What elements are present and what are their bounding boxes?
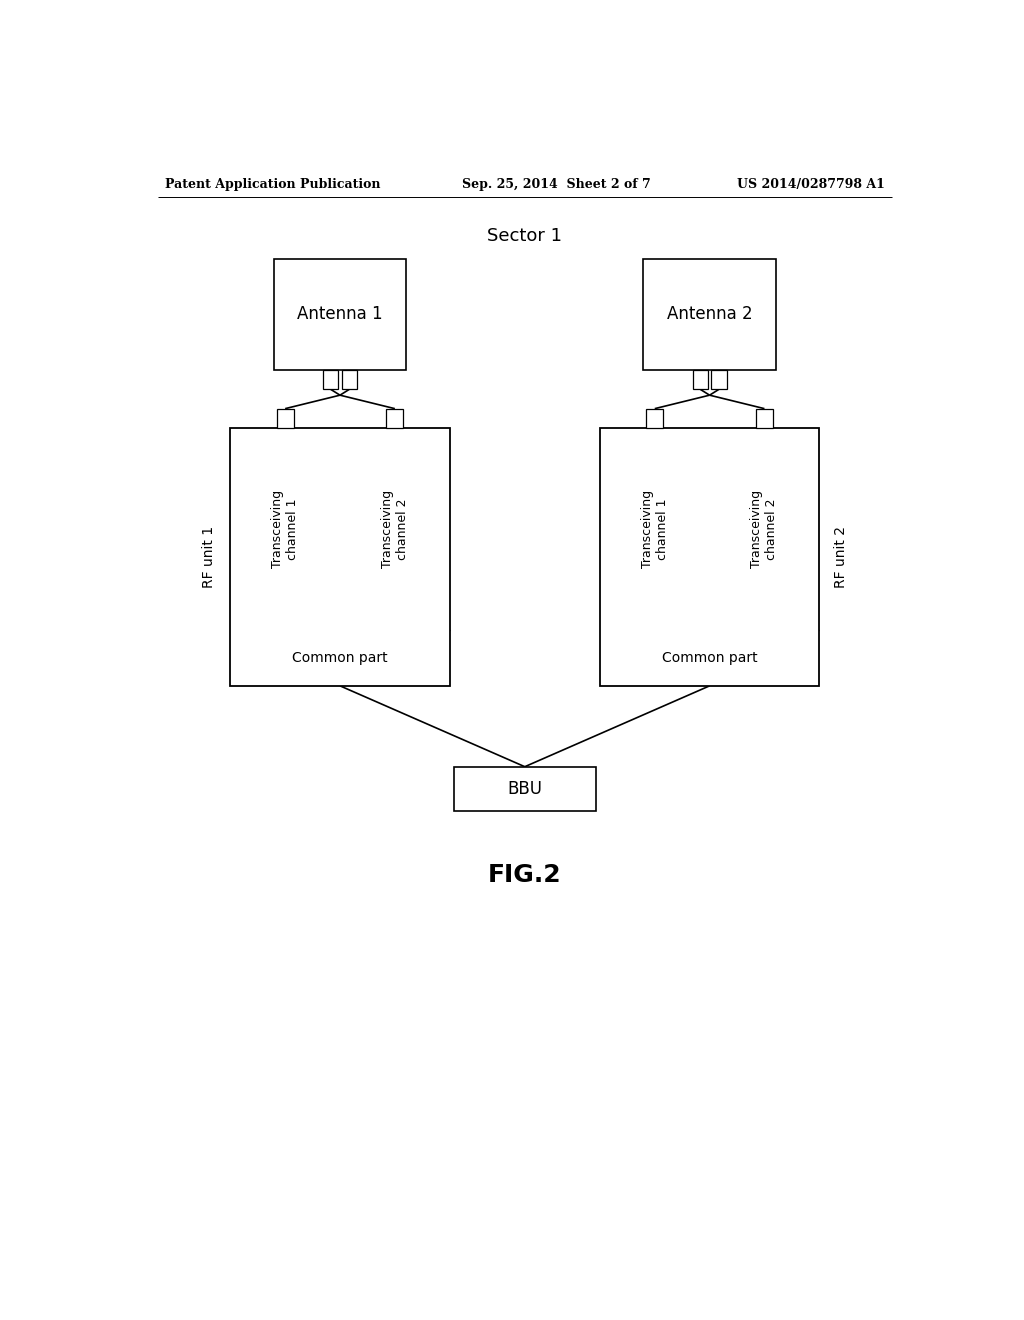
Text: Sector 1: Sector 1 (487, 227, 562, 244)
Text: Transceiving
channel 1: Transceiving channel 1 (641, 490, 669, 568)
Text: Transceiving
channel 2: Transceiving channel 2 (381, 490, 409, 568)
Text: Common part: Common part (662, 651, 758, 665)
Bar (273, 259, 407, 370)
Bar (600, 428, 819, 686)
Bar (386, 409, 403, 428)
Text: Antenna 2: Antenna 2 (667, 305, 753, 323)
Text: FIG.2: FIG.2 (488, 862, 561, 887)
Bar (646, 409, 664, 428)
Text: BBU: BBU (507, 780, 543, 799)
Bar (323, 370, 339, 389)
Text: Sep. 25, 2014  Sheet 2 of 7: Sep. 25, 2014 Sheet 2 of 7 (462, 178, 650, 190)
Bar (711, 370, 727, 389)
Text: RF unit 2: RF unit 2 (834, 525, 848, 587)
Bar (342, 370, 357, 389)
Text: US 2014/0287798 A1: US 2014/0287798 A1 (737, 178, 885, 190)
Text: Patent Application Publication: Patent Application Publication (165, 178, 381, 190)
Text: Antenna 1: Antenna 1 (297, 305, 383, 323)
Text: Transceiving
channel 1: Transceiving channel 1 (271, 490, 299, 568)
Bar (692, 370, 708, 389)
Bar (276, 409, 294, 428)
Bar (756, 409, 773, 428)
Bar (230, 428, 450, 686)
Text: Common part: Common part (292, 651, 388, 665)
Text: RF unit 1: RF unit 1 (202, 525, 216, 587)
Text: Transceiving
channel 2: Transceiving channel 2 (751, 490, 778, 568)
Bar (643, 259, 776, 370)
Bar (454, 767, 596, 812)
